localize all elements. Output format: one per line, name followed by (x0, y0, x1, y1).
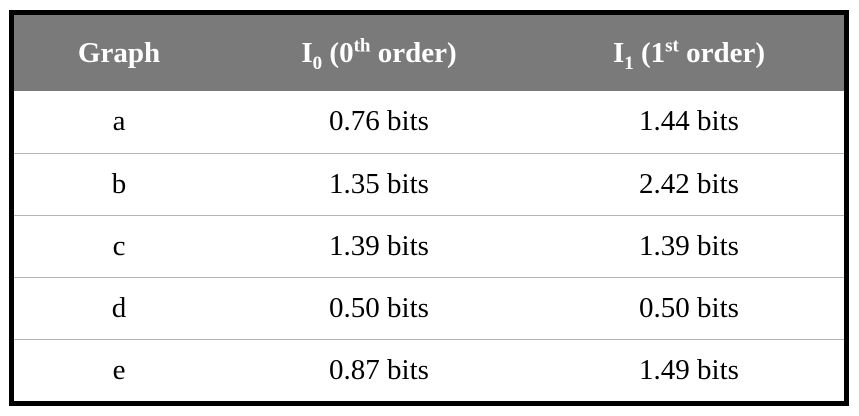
header-i1-subscript: 1 (624, 52, 634, 74)
cell-graph: b (111, 167, 127, 200)
cell-i1: 2.42 bits (639, 167, 739, 200)
table-row: c 1.39 bits 1.39 bits (14, 215, 844, 277)
cell-graph: d (111, 291, 127, 324)
cell-i1: 1.49 bits (639, 353, 739, 386)
header-i0-order-suffix: th (353, 34, 371, 56)
cell-i1: 1.39 bits (639, 229, 739, 262)
cell-graph: c (112, 229, 126, 262)
cell-i0: 0.76 bits (329, 105, 429, 138)
header-i1-paren: ( (633, 36, 651, 69)
table-row: b 1.35 bits 2.42 bits (14, 153, 844, 215)
header-i0-paren: ( (322, 36, 340, 69)
cell-i1: 1.44 bits (639, 105, 739, 138)
header-i0-subscript: 0 (312, 52, 323, 74)
header-i0: I0 (0th order) (224, 15, 534, 91)
header-row: Graph I0 (0th order) I1 (1st order) (14, 15, 844, 91)
table-row: e 0.87 bits 1.49 bits (14, 339, 844, 401)
header-i0-symbol: I (301, 36, 313, 69)
header-graph-label: Graph (77, 36, 161, 69)
header-i0-order-word: order) (370, 36, 457, 69)
cell-graph: e (112, 353, 126, 386)
cell-i0: 1.35 bits (329, 167, 429, 200)
cell-i1: 0.50 bits (639, 291, 739, 324)
header-i1-symbol: I (612, 36, 625, 69)
information-content-table: Graph I0 (0th order) I1 (1st order) a 0.… (14, 15, 844, 401)
table-header: Graph I0 (0th order) I1 (1st order) (14, 15, 844, 91)
table-row: d 0.50 bits 0.50 bits (14, 277, 844, 339)
cell-i0: 0.87 bits (329, 353, 429, 386)
header-i1-order-word: order) (678, 36, 766, 69)
header-i1: I1 (1st order) (534, 15, 844, 91)
cell-i0: 1.39 bits (329, 229, 429, 262)
table-row: a 0.76 bits 1.44 bits (14, 91, 844, 153)
info-table-frame: Graph I0 (0th order) I1 (1st order) a 0.… (9, 10, 849, 406)
cell-graph: a (112, 105, 126, 138)
header-i1-order-suffix: st (665, 34, 679, 56)
header-graph: Graph (14, 15, 224, 91)
header-i0-order-num: 0 (339, 36, 354, 69)
cell-i0: 0.50 bits (329, 291, 429, 324)
table-body: a 0.76 bits 1.44 bits b 1.35 bits 2.42 b… (14, 91, 844, 401)
header-i1-order-num: 1 (650, 36, 666, 69)
